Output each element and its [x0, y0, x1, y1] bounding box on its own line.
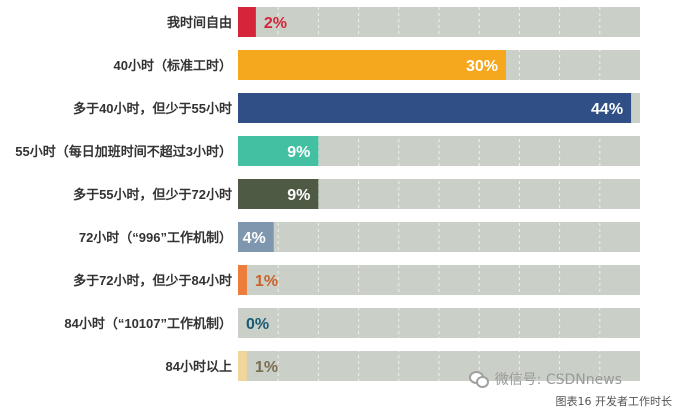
data-label: 0% [246, 316, 269, 333]
bar [238, 222, 274, 252]
bar [238, 179, 319, 209]
bar [238, 265, 247, 295]
wechat-icon [468, 371, 489, 388]
data-label: 1% [255, 273, 278, 290]
watermark-text: 微信号: CSDNnews [494, 372, 622, 388]
bar [238, 93, 632, 123]
data-bars [238, 7, 632, 381]
category-label: 84小时以上 [166, 359, 232, 374]
category-label: 84小时（“10107”工作机制） [64, 316, 232, 331]
data-label: 1% [255, 359, 278, 376]
figure-caption: 图表16 开发者工作时长 [555, 395, 673, 408]
category-label: 多于72小时，但少于84小时 [73, 273, 232, 288]
bar [238, 7, 256, 37]
data-label: 44% [591, 101, 623, 118]
data-label: 9% [287, 144, 310, 161]
bar [238, 136, 319, 166]
watermark: 微信号: CSDNnews [468, 369, 622, 389]
category-label: 我时间自由 [167, 15, 232, 30]
category-label: 多于55小时，但少于72小时 [73, 187, 232, 202]
data-label: 2% [264, 15, 287, 32]
category-label: 72小时（“996”工作机制） [79, 230, 232, 245]
category-label: 40小时（标准工时） [114, 58, 232, 73]
category-label: 多于40小时，但少于55小时 [73, 101, 232, 116]
data-label: 9% [287, 187, 310, 204]
labels: 我时间自由 40小时（标准工时） 多于40小时，但少于55小时 55小时（每日加班时间… [15, 15, 623, 376]
data-label: 30% [466, 58, 498, 75]
bar [238, 50, 506, 80]
category-label: 55小时（每日加班时间不超过3小时） [15, 144, 232, 159]
bar [238, 351, 247, 381]
data-label: 4% [243, 230, 266, 247]
